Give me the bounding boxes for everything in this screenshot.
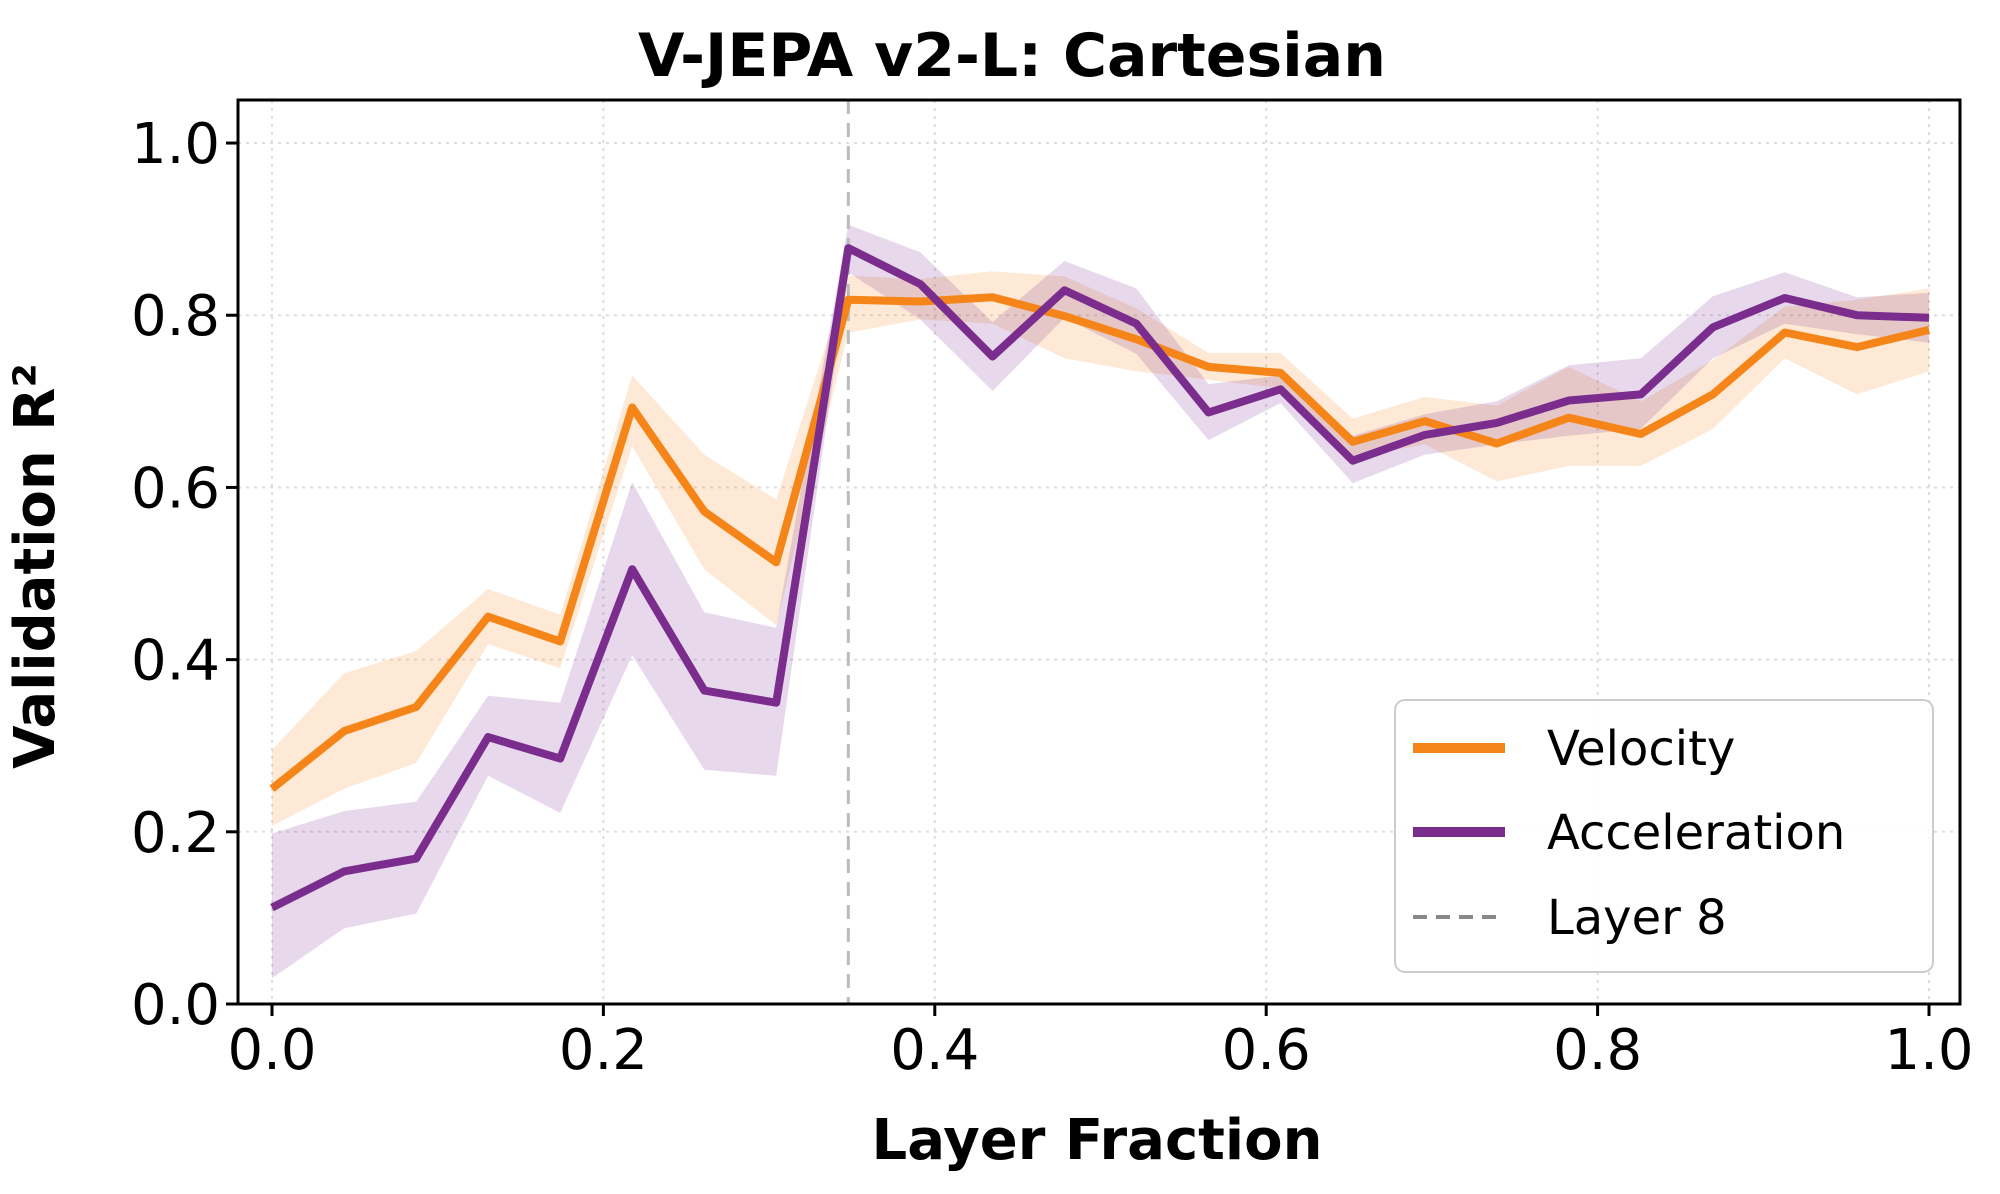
legend-label-acceleration: Acceleration: [1547, 805, 1845, 861]
x-tick-label: 1.0: [1884, 1018, 1973, 1083]
y-tick-label: 0.6: [131, 456, 220, 521]
acceleration-line: [270, 244, 1930, 912]
x-tick-label: 0.0: [227, 1018, 316, 1083]
y-axis-ticks: 0.0 0.2 0.4 0.6 0.8 1.0: [131, 112, 238, 1038]
x-tick-label: 0.6: [1222, 1018, 1311, 1083]
plot-frame: [236, 98, 1962, 1006]
chart-title: V-JEPA v2-L: Cartesian: [638, 21, 1386, 91]
y-tick-label: 1.0: [131, 112, 220, 177]
velocity-line: [269, 293, 1930, 792]
x-axis-ticks: 0.0 0.2 0.4 0.6 0.8 1.0: [227, 1004, 1974, 1083]
series-lines: [269, 244, 1930, 912]
legend-label-velocity: Velocity: [1547, 721, 1735, 777]
y-tick-label: 0.8: [131, 284, 220, 349]
velocity-band: [272, 271, 1929, 826]
legend: Velocity Acceleration Layer 8: [1394, 699, 1934, 973]
y-axis-label: Validation R²: [3, 363, 68, 769]
legend-box: [1394, 699, 1934, 973]
x-tick-label: 0.2: [559, 1018, 648, 1083]
x-axis-label: Layer Fraction: [872, 1108, 1323, 1173]
x-tick-label: 0.8: [1553, 1018, 1642, 1083]
x-tick-label: 0.4: [890, 1018, 979, 1083]
y-tick-label: 0.4: [131, 629, 220, 694]
legend-label-layer-8: Layer 8: [1547, 890, 1727, 946]
y-tick-label: 0.0: [131, 973, 220, 1038]
y-tick-label: 0.2: [131, 801, 220, 866]
